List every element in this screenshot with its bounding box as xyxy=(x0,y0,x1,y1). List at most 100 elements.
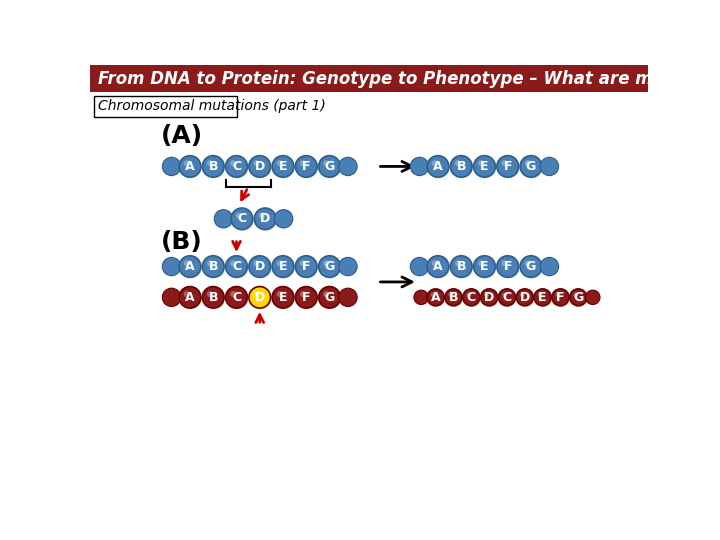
Circle shape xyxy=(253,291,259,297)
Circle shape xyxy=(478,260,485,266)
Circle shape xyxy=(272,156,294,177)
Circle shape xyxy=(410,258,428,276)
Text: B: B xyxy=(449,291,458,304)
Text: (B): (B) xyxy=(161,230,203,254)
Circle shape xyxy=(249,156,271,177)
Circle shape xyxy=(455,260,461,266)
Circle shape xyxy=(428,257,450,279)
Text: E: E xyxy=(279,160,287,173)
Circle shape xyxy=(276,260,283,266)
Circle shape xyxy=(204,157,225,178)
Circle shape xyxy=(428,290,446,307)
Circle shape xyxy=(274,257,295,279)
Circle shape xyxy=(253,260,259,266)
Text: B: B xyxy=(209,160,218,173)
Circle shape xyxy=(502,293,507,297)
Circle shape xyxy=(297,157,318,178)
Circle shape xyxy=(272,287,294,308)
Circle shape xyxy=(521,257,543,279)
Circle shape xyxy=(552,289,569,306)
Text: A: A xyxy=(433,260,443,273)
Circle shape xyxy=(323,260,329,266)
Circle shape xyxy=(319,287,341,308)
Text: C: C xyxy=(503,291,511,304)
Circle shape xyxy=(478,160,485,166)
Circle shape xyxy=(474,157,497,178)
Text: F: F xyxy=(302,160,310,173)
Circle shape xyxy=(497,256,518,278)
Circle shape xyxy=(520,256,542,278)
Text: E: E xyxy=(480,260,489,273)
Circle shape xyxy=(570,289,587,306)
Circle shape xyxy=(319,256,341,278)
Circle shape xyxy=(225,256,248,278)
Circle shape xyxy=(323,291,329,297)
Text: D: D xyxy=(260,212,270,225)
Circle shape xyxy=(274,288,295,309)
Circle shape xyxy=(179,156,201,177)
Circle shape xyxy=(498,257,520,279)
Circle shape xyxy=(428,157,450,178)
Text: E: E xyxy=(279,291,287,304)
Circle shape xyxy=(297,288,318,309)
Circle shape xyxy=(230,260,236,266)
Text: G: G xyxy=(526,160,536,173)
Circle shape xyxy=(225,287,248,308)
Circle shape xyxy=(204,288,225,309)
Circle shape xyxy=(481,289,498,306)
Circle shape xyxy=(427,289,444,306)
Circle shape xyxy=(295,156,317,177)
Circle shape xyxy=(455,160,461,166)
Circle shape xyxy=(585,290,600,305)
Circle shape xyxy=(207,260,213,266)
Circle shape xyxy=(235,213,242,219)
Circle shape xyxy=(202,256,224,278)
Circle shape xyxy=(253,160,259,166)
Circle shape xyxy=(534,289,551,306)
Circle shape xyxy=(320,257,341,279)
Circle shape xyxy=(274,157,295,178)
Circle shape xyxy=(414,290,428,305)
Circle shape xyxy=(449,293,454,297)
Circle shape xyxy=(474,156,495,177)
Text: E: E xyxy=(480,160,489,173)
Text: C: C xyxy=(467,291,476,304)
Circle shape xyxy=(535,290,552,307)
Text: C: C xyxy=(232,291,241,304)
Text: (A): (A) xyxy=(161,124,204,147)
Text: B: B xyxy=(209,260,218,273)
Circle shape xyxy=(179,256,201,278)
Circle shape xyxy=(207,291,213,297)
Text: C: C xyxy=(232,260,241,273)
Circle shape xyxy=(338,258,357,276)
Circle shape xyxy=(525,160,531,166)
Circle shape xyxy=(250,288,271,309)
Circle shape xyxy=(521,157,543,178)
Circle shape xyxy=(250,157,271,178)
Circle shape xyxy=(451,156,472,177)
Circle shape xyxy=(451,257,473,279)
Circle shape xyxy=(272,256,294,278)
Circle shape xyxy=(482,290,499,307)
Circle shape xyxy=(180,288,202,309)
Text: F: F xyxy=(556,291,564,304)
Text: F: F xyxy=(503,260,512,273)
Circle shape xyxy=(500,290,517,307)
Text: B: B xyxy=(456,160,466,173)
Circle shape xyxy=(259,213,265,219)
Text: G: G xyxy=(526,260,536,273)
Circle shape xyxy=(180,157,202,178)
Circle shape xyxy=(445,289,462,306)
Circle shape xyxy=(571,290,588,307)
Circle shape xyxy=(525,260,531,266)
Circle shape xyxy=(446,290,463,307)
Text: A: A xyxy=(185,160,195,173)
Circle shape xyxy=(520,293,525,297)
Text: From DNA to Protein: Genotype to Phenotype – What are mutations?: From DNA to Protein: Genotype to Phenoty… xyxy=(98,70,720,87)
Circle shape xyxy=(254,208,276,230)
Circle shape xyxy=(162,258,181,276)
FancyBboxPatch shape xyxy=(90,65,648,92)
Text: A: A xyxy=(185,260,195,273)
Circle shape xyxy=(295,287,317,308)
Circle shape xyxy=(451,256,472,278)
